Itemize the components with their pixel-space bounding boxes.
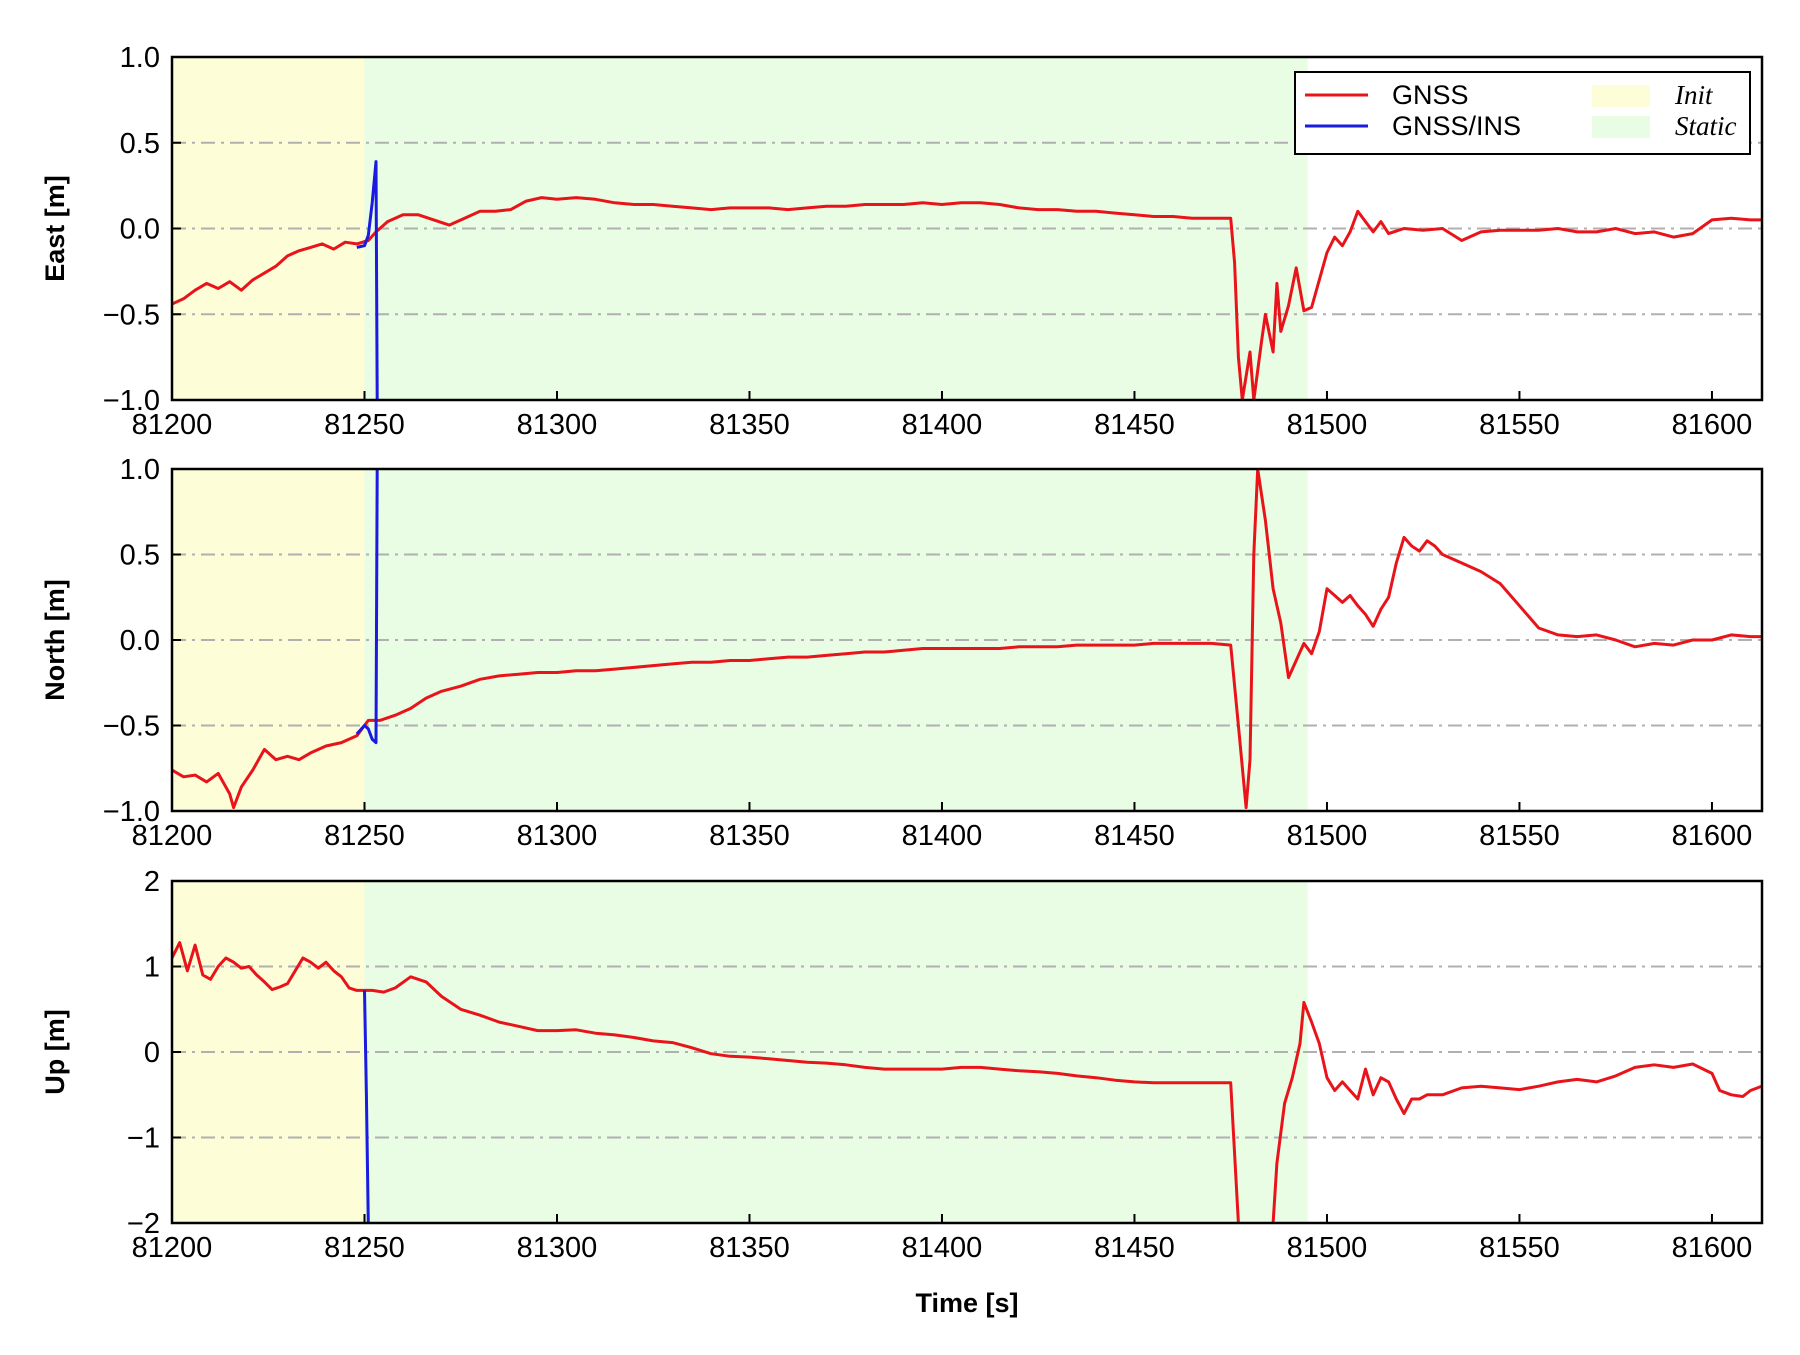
y-tick-label-east: −0.5	[103, 299, 160, 331]
x-tick-label-north: 81450	[1094, 820, 1175, 852]
legend-static-patch	[1592, 116, 1650, 138]
x-tick-label-north: 81350	[709, 820, 790, 852]
y-tick-label-up: −2	[127, 1208, 160, 1240]
x-tick-label-east: 81200	[132, 409, 213, 441]
legend-static-label: Static	[1675, 111, 1737, 141]
x-tick-label-north: 81550	[1479, 820, 1560, 852]
series-gnss-up-1	[1271, 1000, 1762, 1223]
x-tick-label-north: 81300	[517, 820, 598, 852]
series-gnss-north-0	[172, 469, 1762, 810]
x-tick-label-up: 81550	[1479, 1232, 1560, 1264]
x-tick-label-east: 81350	[709, 409, 790, 441]
panel-north: 81200 81250 81300 81350 81400 81450 81500 81550…	[40, 454, 1764, 852]
y-tick-label-east: −1.0	[103, 385, 160, 417]
y-tick-label-up: 1	[144, 952, 160, 984]
y-axis-label-up: Up [m]	[40, 1009, 70, 1094]
x-tick-label-east: 81550	[1479, 409, 1560, 441]
series-gnss-up-0	[172, 941, 1240, 1223]
x-tick-label-north: 81200	[132, 820, 213, 852]
x-tick-label-north: 81250	[324, 820, 405, 852]
y-tick-label-up: −1	[127, 1123, 160, 1155]
legend: GNSS GNSS/INS Init Static	[1294, 71, 1751, 155]
x-tick-label-east: 81300	[517, 409, 598, 441]
x-tick-label-up: 81450	[1094, 1232, 1175, 1264]
series-gnss-east-0	[172, 196, 1762, 400]
legend-init-label: Init	[1674, 80, 1714, 110]
panel-up: 81200 81250 81300 81350 81400 81450 81500 81550…	[40, 866, 1764, 1264]
legend-init-patch	[1592, 85, 1650, 107]
y-tick-label-east: 1.0	[120, 42, 160, 74]
y-tick-label-north: 0.5	[120, 540, 160, 572]
legend-gnss-label: GNSS	[1392, 80, 1469, 110]
y-tick-label-north: −1.0	[103, 796, 160, 828]
x-tick-label-east: 81600	[1672, 409, 1753, 441]
legend-gnss-ins-label: GNSS/INS	[1392, 111, 1521, 141]
series-gnss-ins-up-2	[363, 990, 370, 1223]
y-tick-label-east: 0.5	[120, 128, 160, 160]
y-tick-label-east: 0.0	[120, 214, 160, 246]
x-tick-label-up: 81400	[902, 1232, 983, 1264]
x-tick-label-north: 81500	[1287, 820, 1368, 852]
x-axis-label: Time [s]	[915, 1288, 1018, 1318]
y-axis-label-east: East [m]	[40, 175, 70, 282]
y-tick-label-up: 0	[144, 1037, 160, 1069]
series-gnss-ins-east-1	[356, 160, 379, 400]
x-tick-label-up: 81350	[709, 1232, 790, 1264]
y-axis-label-north: North [m]	[40, 579, 70, 700]
x-tick-label-up: 81600	[1672, 1232, 1753, 1264]
series-gnss-ins-north-1	[355, 469, 379, 745]
legend-frame	[1294, 71, 1751, 155]
y-tick-label-north: 0.0	[120, 625, 160, 657]
y-tick-label-north: −0.5	[103, 711, 160, 743]
x-tick-label-up: 81500	[1287, 1232, 1368, 1264]
panel-east: 81200 81250 81300 81350 81400 81450 81500 81550…	[40, 42, 1764, 441]
y-tick-label-up: 2	[144, 866, 160, 898]
x-tick-label-east: 81500	[1287, 409, 1368, 441]
x-tick-label-east: 81450	[1094, 409, 1175, 441]
x-tick-label-east: 81250	[324, 409, 405, 441]
x-tick-label-north: 81600	[1672, 820, 1753, 852]
x-tick-label-up: 81250	[324, 1232, 405, 1264]
x-tick-label-up: 81200	[132, 1232, 213, 1264]
x-tick-label-up: 81300	[517, 1232, 598, 1264]
x-tick-label-east: 81400	[902, 409, 983, 441]
x-tick-label-north: 81400	[902, 820, 983, 852]
y-tick-label-north: 1.0	[120, 454, 160, 486]
